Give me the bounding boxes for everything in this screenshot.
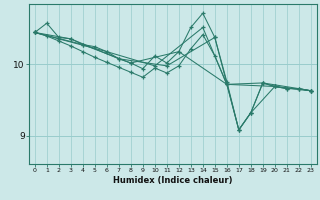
X-axis label: Humidex (Indice chaleur): Humidex (Indice chaleur): [113, 176, 233, 185]
